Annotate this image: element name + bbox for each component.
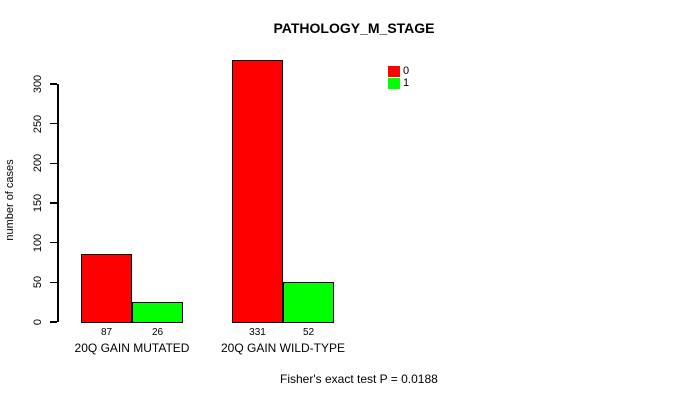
bar-series1-group0: [132, 302, 183, 323]
y-axis-tick-label: 0: [32, 318, 44, 326]
y-axis-tick-label: 150: [32, 193, 44, 213]
y-axis-tick: [50, 83, 57, 85]
y-axis-tick: [50, 202, 57, 204]
category-label: 20Q GAIN MUTATED: [74, 341, 190, 355]
y-axis-tick-label: 300: [32, 74, 44, 94]
y-axis-line: [57, 84, 59, 322]
y-axis-tick: [50, 162, 57, 165]
y-axis-tick: [50, 122, 57, 125]
y-axis-tick-label: 50: [32, 276, 44, 289]
annotation-text: Fisher's exact test P = 0.0188: [280, 372, 438, 386]
bar-value-label: 52: [302, 327, 315, 338]
legend-swatch-0: [388, 66, 400, 77]
chart-title: PATHOLOGY_M_STAGE: [273, 20, 435, 36]
y-axis-tick: [50, 321, 57, 323]
y-axis-tick-label: 250: [32, 114, 44, 133]
y-axis-tick-label: 100: [32, 233, 44, 252]
bar-value-label: 331: [249, 327, 266, 338]
y-axis-tick: [50, 281, 57, 284]
y-axis-label: number of cases: [4, 159, 16, 241]
y-axis-tick: [50, 241, 57, 244]
y-axis-tick-label: 200: [32, 154, 44, 173]
category-label: 20Q GAIN WILD-TYPE: [220, 341, 346, 355]
bar-series1-group1: [283, 281, 334, 323]
bar-series0-group1: [232, 60, 283, 323]
legend-swatch-1: [388, 78, 400, 89]
legend-label-1: 1: [403, 77, 410, 89]
bar-value-label: 87: [100, 327, 113, 338]
bar-value-label: 26: [151, 327, 164, 338]
bar-series0-group0: [81, 253, 132, 323]
legend-label-0: 0: [403, 65, 410, 77]
